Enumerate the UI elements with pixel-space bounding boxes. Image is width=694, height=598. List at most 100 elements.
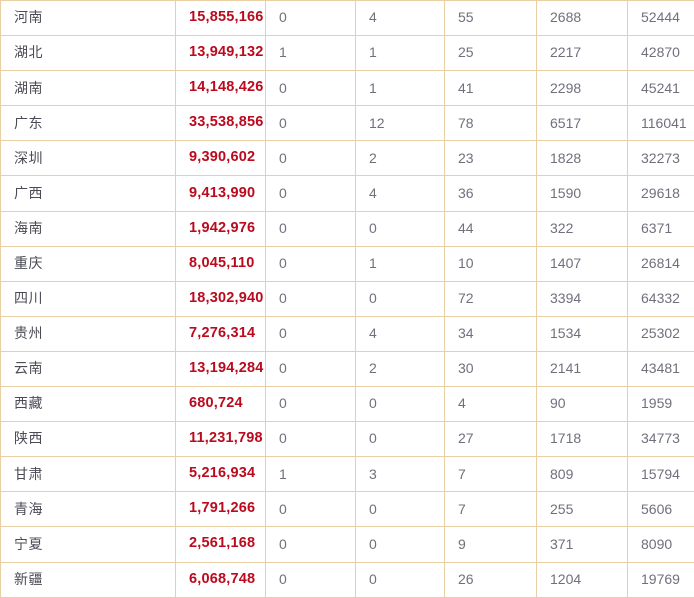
cell-metric-6: 5606 bbox=[628, 492, 694, 527]
cell-metric-4: 34 bbox=[445, 316, 537, 351]
table-row[interactable]: 青海1,791,266007255560645893 bbox=[1, 492, 694, 527]
cell-total-value: 8,045,110 bbox=[176, 246, 266, 281]
cell-metric-3: 0 bbox=[356, 527, 445, 562]
cell-metric-3: 2 bbox=[356, 141, 445, 176]
cell-total-value: 680,724 bbox=[176, 387, 266, 422]
cell-metric-2: 0 bbox=[266, 106, 356, 141]
cell-metric-5: 1590 bbox=[537, 176, 628, 211]
cell-region-name: 新疆 bbox=[1, 562, 176, 597]
cell-metric-4: 78 bbox=[445, 106, 537, 141]
table-row[interactable]: 新疆6,068,7480026120419769163310 bbox=[1, 562, 694, 597]
cell-total-value: 33,538,856 bbox=[176, 106, 266, 141]
cell-metric-3: 0 bbox=[356, 492, 445, 527]
cell-metric-3: 4 bbox=[356, 1, 445, 36]
cell-total-value: 5,216,934 bbox=[176, 457, 266, 492]
cell-metric-6: 34773 bbox=[628, 422, 694, 457]
cell-region-name: 海南 bbox=[1, 211, 176, 246]
cell-metric-2: 0 bbox=[266, 176, 356, 211]
cell-metric-4: 72 bbox=[445, 281, 537, 316]
cell-metric-2: 1 bbox=[266, 457, 356, 492]
cell-metric-6: 15794 bbox=[628, 457, 694, 492]
cell-metric-5: 322 bbox=[537, 211, 628, 246]
cell-metric-6: 8090 bbox=[628, 527, 694, 562]
cell-metric-5: 2217 bbox=[537, 36, 628, 71]
cell-region-name: 广东 bbox=[1, 106, 176, 141]
cell-metric-2: 0 bbox=[266, 422, 356, 457]
cell-region-name: 甘肃 bbox=[1, 457, 176, 492]
cell-metric-6: 64332 bbox=[628, 281, 694, 316]
cell-metric-4: 41 bbox=[445, 71, 537, 106]
table-row[interactable]: 海南1,942,9760044322637152653 bbox=[1, 211, 694, 246]
cell-metric-2: 1 bbox=[266, 36, 356, 71]
cell-metric-3: 0 bbox=[356, 562, 445, 597]
cell-total-value: 1,942,976 bbox=[176, 211, 266, 246]
cell-metric-6: 52444 bbox=[628, 1, 694, 36]
cell-region-name: 西藏 bbox=[1, 387, 176, 422]
cell-total-value: 7,276,314 bbox=[176, 316, 266, 351]
cell-metric-4: 23 bbox=[445, 141, 537, 176]
cell-total-value: 9,390,602 bbox=[176, 141, 266, 176]
cell-metric-3: 4 bbox=[356, 316, 445, 351]
cell-metric-3: 0 bbox=[356, 422, 445, 457]
cell-metric-6: 29618 bbox=[628, 176, 694, 211]
table-row[interactable]: 贵州7,276,3140434153425302185838 bbox=[1, 316, 694, 351]
table-row[interactable]: 广西9,413,9900436159029618279811 bbox=[1, 176, 694, 211]
cell-total-value: 1,791,266 bbox=[176, 492, 266, 527]
cell-metric-6: 42870 bbox=[628, 36, 694, 71]
cell-metric-6: 26814 bbox=[628, 246, 694, 281]
cell-metric-4: 9 bbox=[445, 527, 537, 562]
cell-total-value: 6,068,748 bbox=[176, 562, 266, 597]
cell-region-name: 广西 bbox=[1, 176, 176, 211]
cell-region-name: 湖北 bbox=[1, 36, 176, 71]
cell-metric-3: 0 bbox=[356, 387, 445, 422]
cell-metric-2: 0 bbox=[266, 246, 356, 281]
cell-region-name: 四川 bbox=[1, 281, 176, 316]
cell-metric-3: 1 bbox=[356, 36, 445, 71]
cell-metric-3: 0 bbox=[356, 281, 445, 316]
cell-metric-6: 45241 bbox=[628, 71, 694, 106]
cell-metric-5: 371 bbox=[537, 527, 628, 562]
cell-metric-4: 55 bbox=[445, 1, 537, 36]
cell-metric-3: 2 bbox=[356, 351, 445, 386]
table-row[interactable]: 深圳9,390,6020223182832273261719 bbox=[1, 141, 694, 176]
cell-total-value: 13,194,284 bbox=[176, 351, 266, 386]
cell-metric-5: 1718 bbox=[537, 422, 628, 457]
cell-total-value: 18,302,940 bbox=[176, 281, 266, 316]
cell-region-name: 重庆 bbox=[1, 246, 176, 281]
cell-metric-5: 3394 bbox=[537, 281, 628, 316]
cell-metric-3: 0 bbox=[356, 211, 445, 246]
cell-metric-2: 0 bbox=[266, 351, 356, 386]
cell-metric-5: 1204 bbox=[537, 562, 628, 597]
cell-metric-4: 26 bbox=[445, 562, 537, 597]
cell-metric-5: 2298 bbox=[537, 71, 628, 106]
cell-metric-4: 36 bbox=[445, 176, 537, 211]
cell-metric-2: 0 bbox=[266, 141, 356, 176]
cell-region-name: 宁夏 bbox=[1, 527, 176, 562]
cell-metric-2: 0 bbox=[266, 71, 356, 106]
cell-metric-3: 12 bbox=[356, 106, 445, 141]
cell-metric-4: 7 bbox=[445, 492, 537, 527]
cell-metric-4: 30 bbox=[445, 351, 537, 386]
cell-metric-4: 7 bbox=[445, 457, 537, 492]
cell-metric-2: 0 bbox=[266, 527, 356, 562]
table-row[interactable]: 甘肃5,216,93413780915794130429 bbox=[1, 457, 694, 492]
cell-metric-6: 43481 bbox=[628, 351, 694, 386]
cell-region-name: 贵州 bbox=[1, 316, 176, 351]
cell-metric-2: 0 bbox=[266, 562, 356, 597]
cell-metric-5: 2688 bbox=[537, 1, 628, 36]
table-row[interactable]: 重庆8,045,1100110140726814205252 bbox=[1, 246, 694, 281]
cell-metric-5: 1534 bbox=[537, 316, 628, 351]
cell-metric-2: 0 bbox=[266, 492, 356, 527]
table-row[interactable]: 宁夏2,561,168009371809065357 bbox=[1, 527, 694, 562]
cell-metric-6: 19769 bbox=[628, 562, 694, 597]
cell-metric-2: 0 bbox=[266, 211, 356, 246]
